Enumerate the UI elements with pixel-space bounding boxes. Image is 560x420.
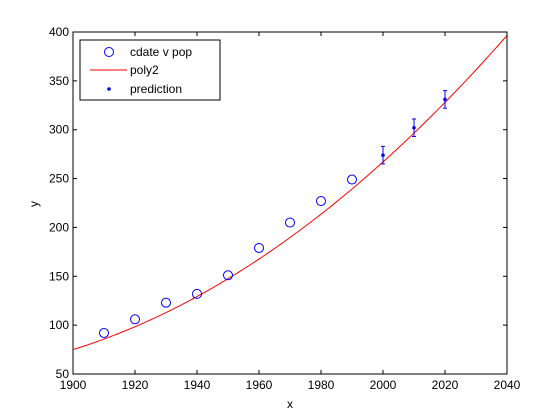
x-tick-label: 1920: [122, 378, 149, 392]
legend-marker-prediction: [107, 87, 111, 91]
data-point: [223, 270, 233, 281]
data-point: [347, 174, 357, 185]
legend-marker-cdate-v-pop: [104, 47, 114, 57]
legend: cdate v pop poly2 prediction: [79, 39, 221, 101]
data-point: [130, 314, 140, 325]
y-tick-label: 200: [49, 220, 69, 234]
plot-content: [72, 35, 508, 351]
x-tick-label: 1960: [246, 378, 273, 392]
x-tick-label: 1900: [60, 378, 87, 392]
data-point: [161, 297, 171, 308]
y-axis-label: y: [27, 201, 41, 207]
x-tick-label: 1980: [308, 378, 335, 392]
y-tick-label: 100: [49, 318, 69, 332]
legend-label-prediction: prediction: [130, 82, 182, 96]
prediction-point: [381, 153, 385, 157]
x-tick-label: 2020: [432, 378, 459, 392]
prediction-point: [443, 97, 447, 102]
y-axis-ticks: 50 100 150 200 250 300 350 400: [49, 25, 507, 381]
x-tick-label: 2040: [494, 378, 521, 392]
poly2-fit-line: [72, 35, 508, 351]
y-tick-label: 300: [49, 123, 69, 137]
data-point: [316, 196, 326, 207]
legend-label-poly2: poly2: [130, 63, 159, 77]
x-axis-ticks: 1900 1920 1940 1960 1980 2000 2020 2040: [60, 32, 521, 392]
prediction-point: [412, 125, 416, 130]
data-point: [192, 288, 202, 299]
y-tick-label: 350: [49, 74, 69, 88]
x-tick-label: 2000: [370, 378, 397, 392]
data-point: [285, 217, 295, 228]
y-tick-label: 250: [49, 172, 69, 186]
data-point: [99, 327, 109, 338]
y-tick-label: 150: [49, 269, 69, 283]
legend-label-cdate-v-pop: cdate v pop: [130, 45, 192, 59]
data-point: [254, 242, 264, 253]
y-tick-label: 400: [49, 25, 69, 39]
x-tick-label: 1940: [184, 378, 211, 392]
x-axis-label: x: [287, 397, 293, 411]
y-tick-label: 50: [56, 367, 70, 381]
